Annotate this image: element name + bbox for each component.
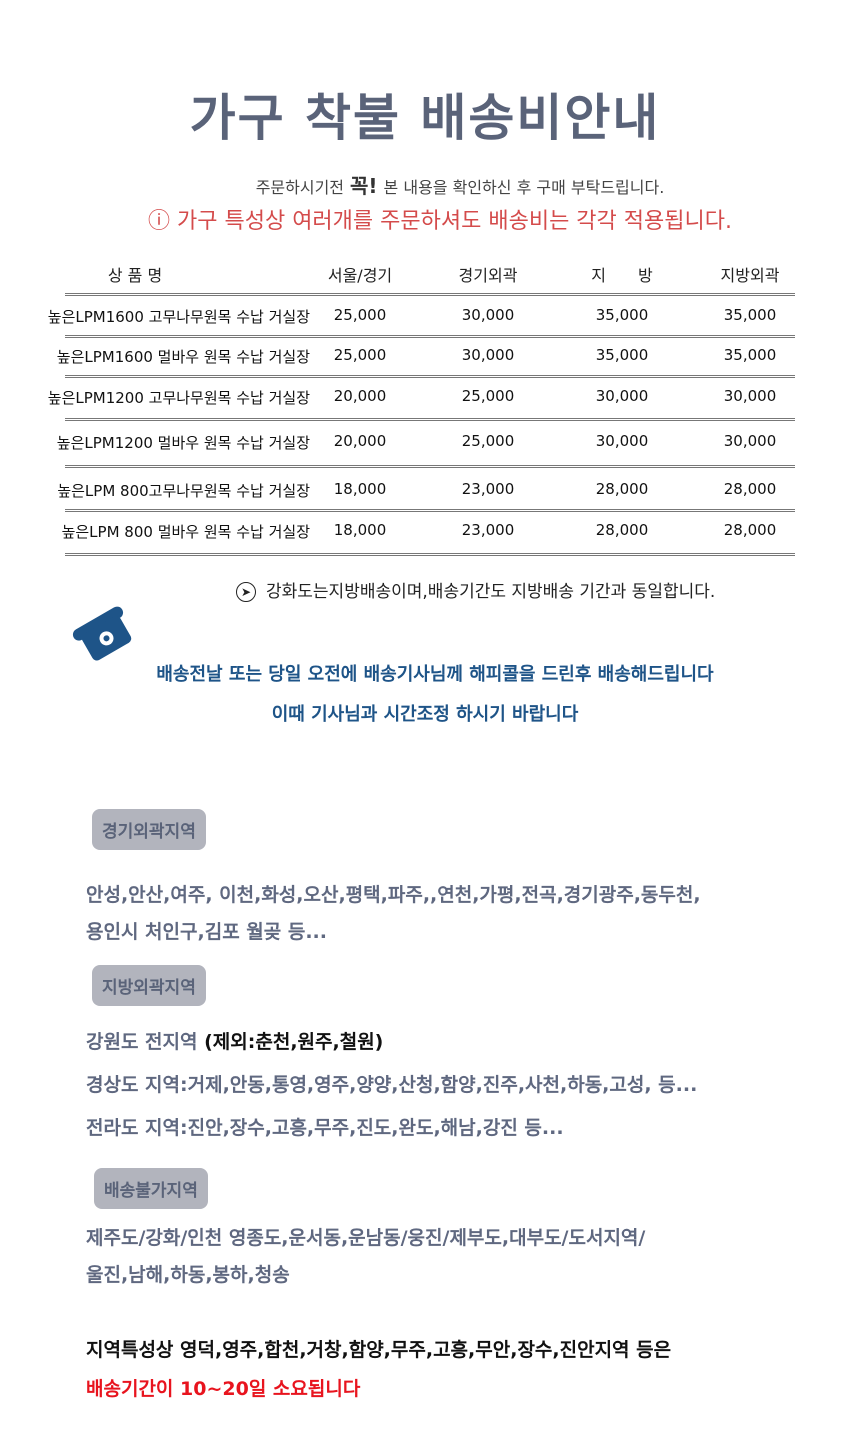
fee-cell: 28,000 (595, 521, 649, 539)
subtitle: 주문하시기전 꼭! 본 내용을 확인하신 후 구매 부탁드립니다. (0, 170, 850, 199)
fee-cell: 28,000 (595, 480, 649, 498)
fee-cell: 25,000 (461, 432, 515, 450)
table-divider (65, 375, 795, 378)
call-line-2: 이때 기사님과 시간조정 하시기 바랍니다 (271, 704, 579, 725)
gyeongsang-line: 경상도 지역:거제,안동,통영,영주,양양,산청,함양,진주,사천,하동,고성,… (86, 1074, 698, 1096)
warning-text: ⓘ 가구 특성상 여러개를 주문하셔도 배송비는 각각 적용됩니다. (148, 209, 732, 234)
fee-cell: 30,000 (461, 346, 515, 364)
ganghwa-note: ➤ 강화도는지방배송이며,배송기간도 지방배송 기간과 동일합니다. (236, 577, 715, 602)
fee-cell: 30,000 (723, 387, 777, 405)
tag-gyeonggi-outskirts: 경기외곽지역 (92, 809, 206, 850)
fee-cell: 25,000 (461, 387, 515, 405)
table-divider (65, 418, 795, 421)
gyeonggi-line-1: 안성,안산,여주, 이천,화성,오산,평택,파주,,연천,가평,전곡,경기광주,… (86, 884, 701, 906)
tag-local-outskirts: 지방외곽지역 (92, 965, 206, 1006)
fee-cell: 25,000 (333, 306, 387, 324)
table-header-2: 경기외곽 (458, 266, 518, 285)
fee-cell: 30,000 (595, 432, 649, 450)
page-title: 가구 착불 배송비안내 (189, 89, 661, 147)
fee-cell: 35,000 (723, 306, 777, 324)
call-line-1: 배송전날 또는 당일 오전에 배송기사님께 해피콜을 드린후 배송해드립니다 (156, 664, 714, 685)
fee-cell: 20,000 (333, 432, 387, 450)
fee-cell: 35,000 (723, 346, 777, 364)
fee-cell: 30,000 (595, 387, 649, 405)
fee-cell: 30,000 (461, 306, 515, 324)
product-name: 높은LPM1600 고무나무원목 수납 거실장 (47, 308, 310, 326)
fee-cell: 23,000 (461, 521, 515, 539)
subtitle-before: 주문하시기전 (255, 178, 345, 197)
fee-cell: 18,000 (333, 521, 387, 539)
table-divider (65, 335, 795, 338)
product-name: 높은LPM1200 멀바우 원목 수납 거실장 (56, 434, 310, 452)
product-name: 높은LPM1200 고무나무원목 수납 거실장 (47, 389, 310, 407)
table-header-3: 지 방 (591, 266, 653, 285)
subtitle-emphasis: 꼭! (350, 174, 378, 198)
table-divider (65, 293, 795, 296)
fee-cell: 28,000 (723, 521, 777, 539)
table-header-4: 지방외곽 (720, 266, 780, 285)
tag-unavailable: 배송불가지역 (94, 1168, 208, 1209)
gangwon-text: 강원도 전지역 (86, 1031, 198, 1053)
fee-cell: 18,000 (333, 480, 387, 498)
telephone-icon (72, 606, 132, 661)
fee-cell: 25,000 (333, 346, 387, 364)
table-header-0: 상 품 명 (107, 266, 163, 285)
product-name: 높은LPM1600 멀바우 원목 수납 거실장 (56, 348, 310, 366)
table-divider (65, 509, 795, 512)
fee-cell: 23,000 (461, 480, 515, 498)
product-name: 높은LPM 800고무나무원목 수납 거실장 (57, 482, 310, 500)
unavailable-line-1: 제주도/강화/인천 영종도,운서동,운남동/웅진/제부도,대부도/도서지역/ (86, 1227, 646, 1249)
gangwon-exclude: (제외:춘천,원주,철원) (204, 1031, 384, 1053)
circle-arrow-right-icon: ➤ (236, 582, 256, 602)
fee-cell: 35,000 (595, 346, 649, 364)
unavailable-line-2: 울진,남해,하동,봉하,청송 (86, 1264, 290, 1286)
footer-line-1: 지역특성상 영덕,영주,합천,거창,함양,무주,고흥,무안,장수,진안지역 등은 (86, 1339, 672, 1361)
fee-cell: 28,000 (723, 480, 777, 498)
gyeonggi-line-2: 용인시 처인구,김포 월곶 등... (86, 921, 327, 943)
fee-cell: 35,000 (595, 306, 649, 324)
footer-line-2: 배송기간이 10~20일 소요됩니다 (86, 1378, 361, 1400)
table-divider (65, 553, 795, 556)
table-divider (65, 465, 795, 468)
table-header-1: 서울/경기 (327, 266, 393, 285)
fee-cell: 20,000 (333, 387, 387, 405)
fee-cell: 30,000 (723, 432, 777, 450)
jeolla-line: 전라도 지역:진안,장수,고흥,무주,진도,완도,해남,강진 등... (86, 1117, 564, 1139)
product-name: 높은LPM 800 멀바우 원목 수납 거실장 (61, 523, 310, 541)
gangwon-line: 강원도 전지역 (제외:춘천,원주,철원) (86, 1027, 383, 1054)
note-text: 강화도는지방배송이며,배송기간도 지방배송 기간과 동일합니다. (266, 582, 716, 602)
subtitle-after: 본 내용을 확인하신 후 구매 부탁드립니다. (383, 178, 665, 197)
